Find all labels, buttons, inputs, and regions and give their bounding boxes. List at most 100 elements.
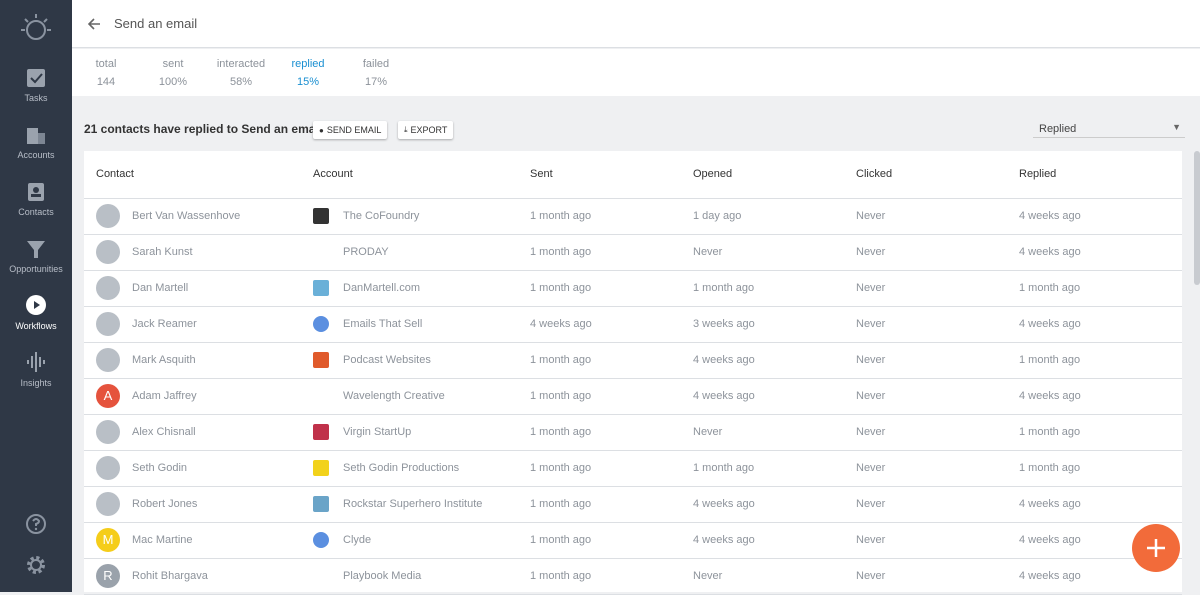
contacts-table: Contact Account Sent Opened Clicked Replied Be… — [84, 151, 1182, 595]
logo[interactable] — [20, 12, 52, 44]
button-icon: ⤓ — [404, 125, 408, 134]
nav-label[interactable]: Insights — [20, 378, 52, 388]
column-header[interactable]: Account — [313, 168, 353, 180]
cell-contact[interactable]: Alex Chisnall — [132, 426, 196, 438]
opportunities-icon[interactable] — [26, 239, 46, 259]
toolbar-button[interactable]: ● SEND EMAIL — [313, 121, 388, 139]
stat-label[interactable]: sent — [162, 58, 184, 70]
avatar — [96, 492, 120, 516]
tasks-icon[interactable] — [26, 68, 46, 88]
cell-opened: 1 day ago — [693, 210, 742, 222]
table-row[interactable]: Bert Van Wassenhove The CoFoundry 1 month … — [84, 198, 1182, 234]
table-row[interactable]: Jack Reamer Emails That Sell 4 weeks ago 3 … — [84, 306, 1182, 342]
account-logo — [313, 496, 329, 512]
nav-label[interactable]: Contacts — [18, 207, 54, 217]
avatar — [96, 456, 120, 480]
stat-label[interactable]: total — [95, 58, 117, 70]
workflows-icon[interactable] — [26, 295, 46, 315]
cell-account[interactable]: Seth Godin Productions — [343, 462, 460, 474]
table-row[interactable]: Robert Jones Rockstar Superhero Institute… — [84, 486, 1182, 522]
cell-contact[interactable]: Mark Asquith — [132, 354, 196, 366]
cell-account[interactable]: Wavelength Creative — [343, 390, 445, 402]
table-row[interactable]: Dan Martell DanMartell.com 1 month ago 1 mo… — [84, 270, 1182, 306]
column-header[interactable]: Replied — [1019, 168, 1057, 180]
cell-contact[interactable]: Bert Van Wassenhove — [132, 210, 241, 222]
cell-contact[interactable]: Mac Martine — [132, 534, 193, 546]
summary: 21 contacts have replied to Send an emai… — [84, 122, 323, 136]
cell-replied: 1 month ago — [1019, 282, 1081, 294]
sidebar: Tasks Accounts Contacts Opportunities Workfl… — [0, 0, 72, 592]
table-row[interactable]: Mark Asquith Podcast Websites 1 month ago 4… — [84, 342, 1182, 378]
table-row[interactable]: Alex Chisnall Virgin StartUp 1 month ago Ne… — [84, 414, 1182, 450]
cell-clicked: Never — [856, 354, 886, 366]
insights-icon[interactable] — [26, 352, 46, 372]
stat-value[interactable]: 100% — [158, 76, 188, 88]
stat-value[interactable]: 144 — [96, 76, 116, 88]
cell-clicked: Never — [856, 462, 886, 474]
cell-account[interactable]: Rockstar Superhero Institute — [343, 498, 483, 510]
cell-account[interactable]: DanMartell.com — [343, 282, 421, 294]
accounts-icon[interactable] — [26, 125, 46, 145]
cell-account[interactable]: Virgin StartUp — [343, 426, 412, 438]
nav-label[interactable]: Tasks — [24, 93, 48, 103]
column-header[interactable]: Contact — [96, 168, 134, 180]
nav-label[interactable]: Accounts — [17, 150, 55, 160]
table-row[interactable]: M Mac Martine Clyde 1 month ago 4 weeks ago N… — [84, 522, 1182, 558]
add-button[interactable] — [1131, 523, 1181, 573]
cell-account[interactable]: Clyde — [343, 534, 372, 546]
cell-opened: 1 month ago — [693, 282, 755, 294]
cell-clicked: Never — [856, 210, 886, 222]
stat-label[interactable]: interacted — [216, 58, 266, 70]
contacts-icon[interactable] — [26, 182, 46, 202]
cell-contact[interactable]: Seth Godin — [132, 462, 188, 474]
settings-icon[interactable] — [25, 554, 47, 576]
cell-contact[interactable]: Rohit Bhargava — [132, 570, 208, 582]
stat-label[interactable]: failed — [362, 58, 390, 70]
cell-contact[interactable]: Dan Martell — [132, 282, 189, 294]
cell-contact[interactable]: Jack Reamer — [132, 318, 197, 330]
table-row[interactable]: Seth Godin Seth Godin Productions 1 month … — [84, 450, 1182, 486]
cell-opened: 4 weeks ago — [693, 354, 755, 366]
scrollbar[interactable] — [1194, 151, 1200, 285]
stat-value[interactable]: 17% — [364, 76, 388, 88]
account-logo — [313, 460, 329, 476]
column-header[interactable]: Clicked — [856, 168, 893, 180]
back-button[interactable] — [86, 16, 102, 32]
cell-contact[interactable]: Sarah Kunst — [132, 246, 193, 258]
cell-account[interactable]: Emails That Sell — [343, 318, 423, 330]
stat-value[interactable]: 15% — [296, 76, 320, 88]
cell-account[interactable]: Playbook Media — [343, 570, 422, 582]
stat-label[interactable]: replied — [291, 58, 325, 70]
nav-label[interactable]: Workflows — [15, 321, 57, 331]
toolbar-button[interactable]: ⤓ EXPORT — [398, 121, 454, 139]
nav-label[interactable]: Opportunities — [9, 264, 63, 274]
cell-opened: 4 weeks ago — [693, 390, 755, 402]
cell-opened: Never — [693, 426, 723, 438]
cell-replied: 4 weeks ago — [1019, 498, 1081, 510]
account-logo — [313, 352, 329, 368]
stat-value[interactable]: 58% — [229, 76, 253, 88]
column-header[interactable]: Opened — [693, 168, 733, 180]
avatar — [96, 204, 120, 228]
avatar — [96, 348, 120, 372]
header: Send an email — [72, 0, 1200, 48]
avatar — [96, 312, 120, 336]
table-row[interactable]: R Rohit Bhargava Playbook Media 1 month ago… — [84, 558, 1182, 594]
row-divider — [84, 486, 1182, 487]
cell-account[interactable]: PRODAY — [343, 246, 389, 258]
account-logo — [313, 316, 329, 332]
cell-account[interactable]: Podcast Websites — [343, 354, 431, 366]
cell-contact[interactable]: Robert Jones — [132, 498, 198, 510]
filter-dropdown[interactable]: Replied ▼ — [1033, 118, 1185, 138]
button-label: EXPORT — [410, 125, 448, 135]
table-row[interactable]: A Adam Jaffrey Wavelength Creative 1 month … — [84, 378, 1182, 414]
row-divider — [84, 378, 1182, 379]
help-icon[interactable] — [25, 513, 47, 535]
table-row[interactable]: Sarah Kunst PRODAY 1 month ago Never Never 4 … — [84, 234, 1182, 270]
row-divider — [84, 414, 1182, 415]
cell-contact[interactable]: Adam Jaffrey — [132, 390, 197, 402]
avatar: R — [96, 564, 120, 588]
cell-account[interactable]: The CoFoundry — [343, 210, 420, 222]
column-header[interactable]: Sent — [530, 168, 553, 180]
row-divider — [84, 558, 1182, 559]
